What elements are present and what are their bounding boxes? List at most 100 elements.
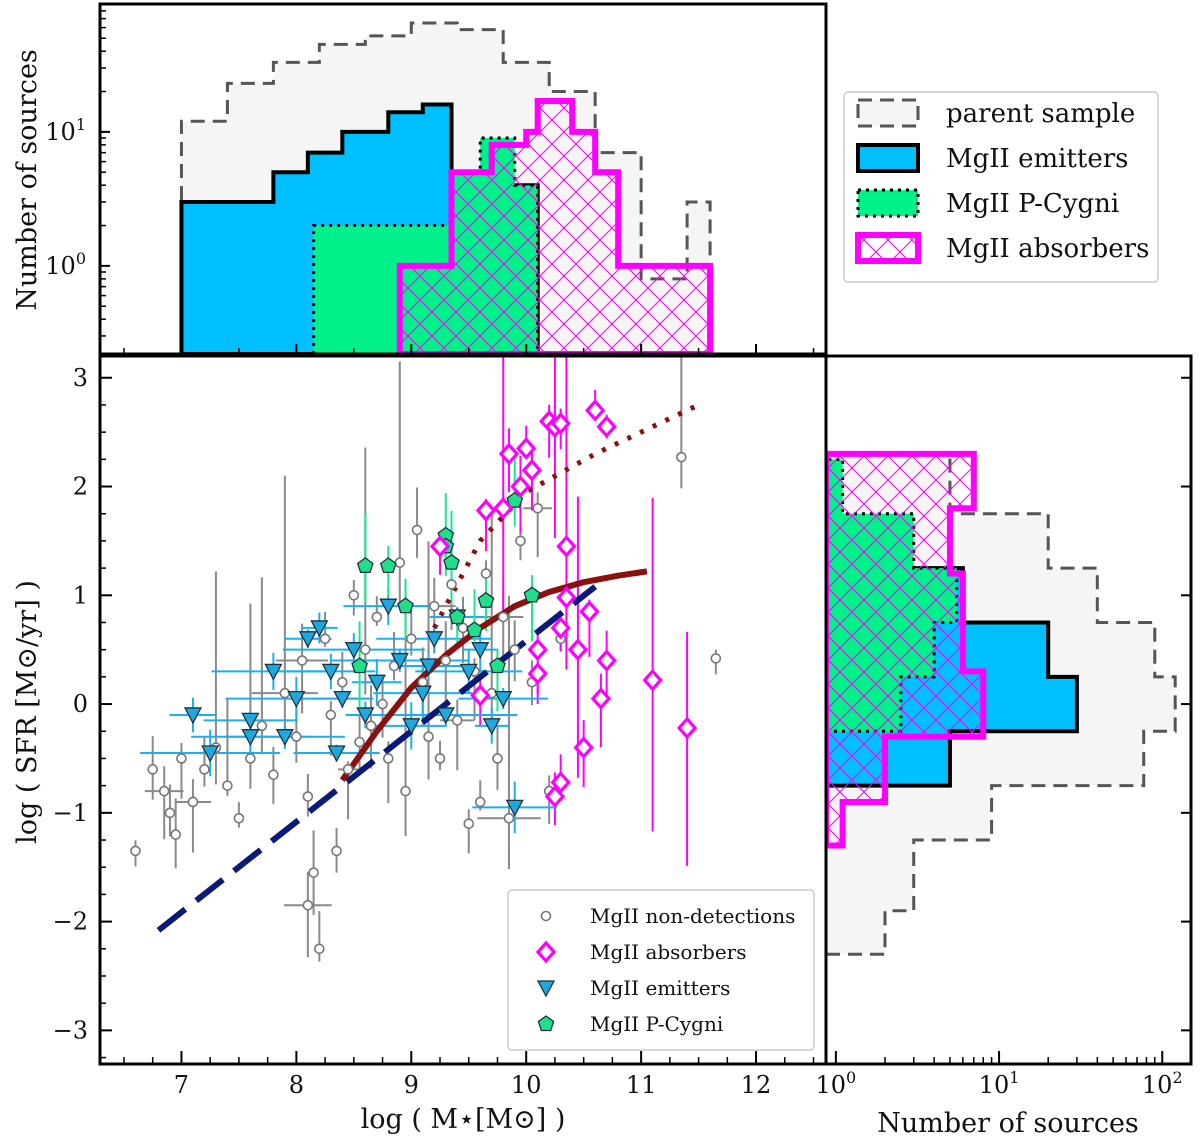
point-mgii-emitters bbox=[310, 620, 329, 638]
point-mgii-emitters bbox=[402, 718, 421, 736]
main-xlabel: log ( M⋆[M⊙] ) bbox=[361, 1104, 566, 1135]
point-mgii-non-detections bbox=[532, 502, 543, 514]
main-ytick-label: 0 bbox=[73, 690, 88, 718]
point-mgii-non-detections bbox=[319, 633, 331, 645]
point-mgii-non-detections bbox=[360, 644, 371, 655]
point-mgii-non-detections bbox=[394, 557, 406, 568]
legend-label-mgii-p-cygni: MgII P-Cygni bbox=[946, 189, 1119, 219]
legend-swatch-mgii-absorbers bbox=[855, 232, 921, 264]
legend-swatch-mgii-emitters bbox=[856, 143, 920, 173]
point-mgii-absorbers bbox=[521, 458, 543, 482]
top-legend: parent sample MgII emitters MgII P-Cygni Mg… bbox=[843, 91, 1159, 283]
relation-dashed-navy-line bbox=[156, 584, 598, 933]
point-mgii-emitters bbox=[436, 707, 455, 725]
point-mgii-absorbers bbox=[676, 716, 698, 740]
main-xtick-label: 7 bbox=[174, 1071, 189, 1099]
point-mgii-non-detections bbox=[256, 720, 268, 732]
point-mgii-p-cygni bbox=[443, 553, 460, 570]
legend-marker-mgii-non-detections bbox=[540, 910, 552, 922]
top-hist-mgii-absorbers bbox=[396, 97, 714, 354]
point-mgii-emitters bbox=[241, 712, 260, 730]
point-mgii-non-detections bbox=[423, 731, 434, 742]
point-mgii-non-detections bbox=[187, 796, 199, 808]
main-xtick-label: 12 bbox=[741, 1071, 772, 1099]
legend-swatch-mgii-p-cygni bbox=[856, 188, 920, 218]
main-ytick-label: −3 bbox=[53, 1016, 88, 1044]
point-mgii-absorbers bbox=[596, 415, 617, 439]
point-mgii-emitters bbox=[298, 631, 317, 649]
main-legend: MgII non-detections MgII absorbers MgII em… bbox=[507, 889, 815, 1051]
point-mgii-emitters bbox=[482, 718, 501, 736]
point-mgii-non-detections bbox=[130, 845, 141, 857]
main-ytick-label: 2 bbox=[73, 473, 88, 501]
point-mgii-p-cygni bbox=[351, 657, 368, 674]
point-mgii-non-detections bbox=[503, 812, 515, 824]
right-xtick-label: 101 bbox=[979, 1068, 1020, 1099]
point-mgii-non-detections bbox=[170, 829, 181, 840]
point-mgii-non-detections bbox=[446, 579, 457, 590]
point-mgii-non-detections bbox=[474, 796, 486, 808]
main-ytick-label: −2 bbox=[53, 908, 88, 936]
point-mgii-non-detections bbox=[147, 764, 159, 775]
right-xtick-label: 100 bbox=[816, 1068, 857, 1099]
point-mgii-non-detections bbox=[337, 677, 348, 688]
legend-marker-mgii-absorbers bbox=[535, 940, 557, 964]
main-ylabel: log ( SFR [M⊙/yr] ) bbox=[12, 580, 43, 844]
right-x-axis: 100 101 102 bbox=[816, 376, 1191, 1099]
main-xtick-label: 8 bbox=[289, 1071, 304, 1099]
point-mgii-absorbers bbox=[516, 437, 537, 460]
point-mgii-non-detections bbox=[331, 845, 342, 857]
point-mgii-non-detections bbox=[377, 698, 388, 710]
point-mgii-non-detections bbox=[302, 791, 314, 802]
point-mgii-non-detections bbox=[233, 812, 245, 824]
legend-label-mgii-absorbers: MgII absorbers bbox=[946, 234, 1149, 264]
main-legend-label-mgii-p-cygni: MgII P-Cygni bbox=[590, 1012, 723, 1036]
point-mgii-absorbers bbox=[470, 683, 491, 707]
point-mgii-non-detections bbox=[497, 611, 509, 623]
point-mgii-non-detections bbox=[296, 655, 308, 666]
main-xtick-label: 11 bbox=[626, 1071, 657, 1099]
point-mgii-non-detections bbox=[308, 867, 319, 878]
point-mgii-emitters bbox=[425, 631, 444, 649]
right-histogram-panel: 100 101 102 Number of sources bbox=[816, 354, 1193, 1139]
relation-solid-darkred-curve bbox=[339, 568, 648, 782]
point-mgii-non-detections bbox=[176, 753, 187, 764]
point-mgii-emitters bbox=[390, 652, 409, 670]
point-mgii-non-detections bbox=[457, 622, 469, 634]
point-mgii-non-detections bbox=[451, 715, 463, 726]
point-mgii-absorbers bbox=[596, 649, 617, 672]
point-mgii-non-detections bbox=[400, 785, 411, 797]
point-mgii-non-detections bbox=[314, 943, 325, 955]
point-mgii-non-detections bbox=[222, 780, 233, 791]
point-mgii-absorbers bbox=[498, 442, 520, 466]
point-mgii-emitters bbox=[321, 663, 340, 681]
point-mgii-absorbers bbox=[544, 785, 566, 808]
point-mgii-p-cygni bbox=[466, 621, 483, 638]
point-mgii-emitters bbox=[413, 685, 432, 703]
point-mgii-non-detections bbox=[365, 720, 377, 732]
point-mgii-p-cygni bbox=[397, 597, 414, 614]
point-mgii-p-cygni bbox=[379, 557, 397, 574]
point-mgii-non-detections bbox=[428, 600, 440, 612]
point-mgii-emitters bbox=[419, 658, 438, 676]
point-mgii-non-detections bbox=[199, 764, 210, 775]
point-mgii-absorbers bbox=[550, 412, 571, 435]
right-hist-mgii-absorbers bbox=[826, 450, 987, 849]
point-mgii-non-detections bbox=[342, 764, 354, 775]
point-mgii-non-detections bbox=[405, 633, 417, 645]
legend-swatch-parent-sample bbox=[856, 98, 920, 128]
point-mgii-non-detections bbox=[371, 611, 383, 623]
point-mgii-non-detections bbox=[440, 655, 452, 666]
point-mgii-non-detections bbox=[434, 753, 446, 764]
point-mgii-non-detections bbox=[348, 589, 360, 601]
point-mgii-emitters bbox=[494, 690, 513, 709]
point-mgii-emitters bbox=[505, 799, 524, 817]
point-mgii-non-detections bbox=[158, 785, 170, 797]
point-mgii-absorbers bbox=[567, 638, 589, 662]
right-xlabel: Number of sources bbox=[877, 1108, 1139, 1139]
point-mgii-non-detections bbox=[676, 451, 687, 463]
point-mgii-emitters bbox=[183, 707, 203, 725]
point-mgii-non-detections bbox=[354, 736, 365, 748]
